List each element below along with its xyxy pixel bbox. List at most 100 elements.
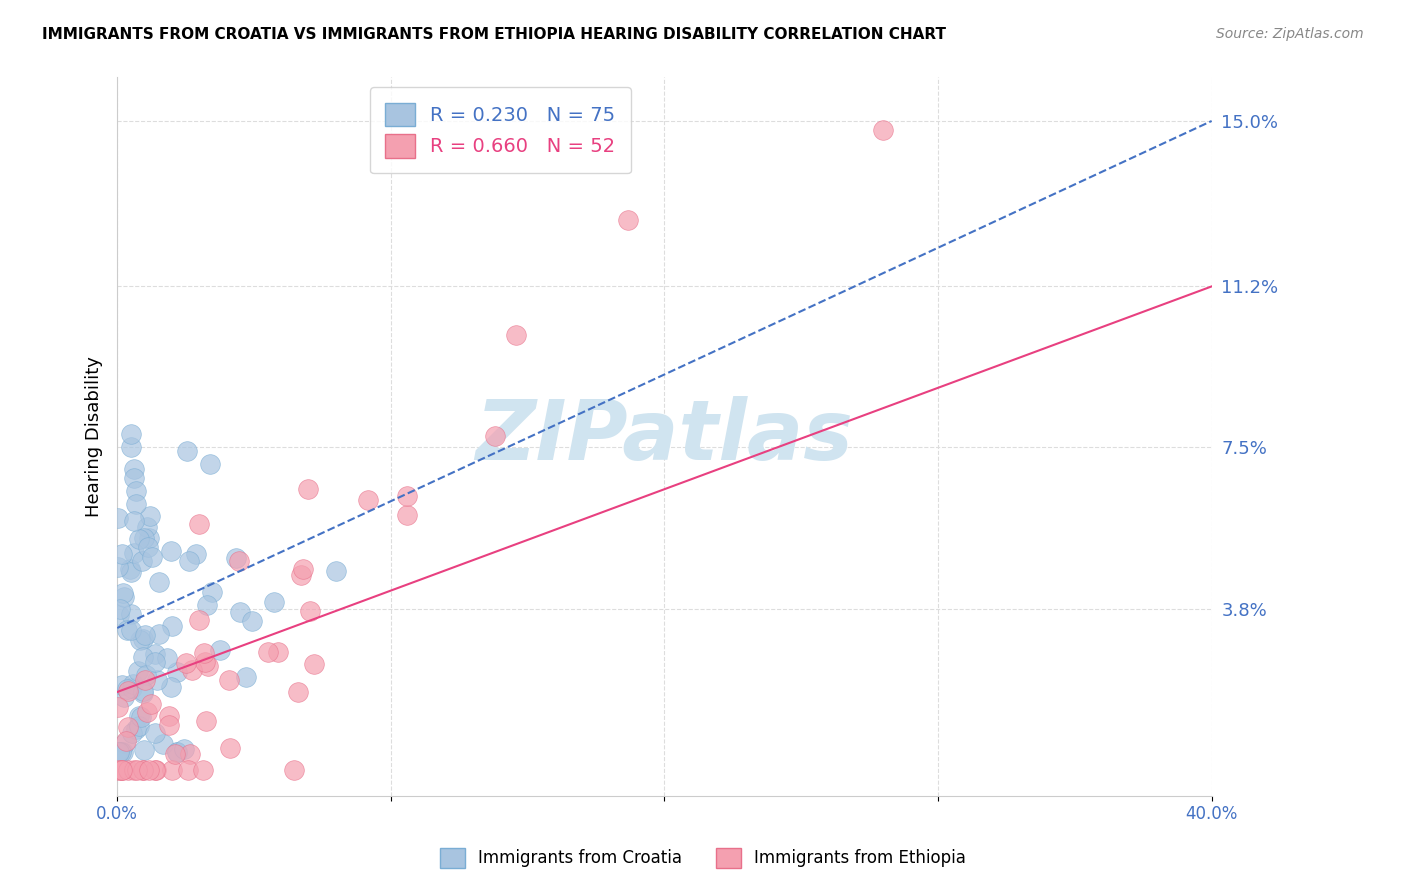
- Point: [134, 531, 156, 545]
- Point: [112, 585, 135, 599]
- Point: [132, 650, 155, 665]
- Point: [135, 705, 157, 719]
- Point: [120, 427, 142, 442]
- Point: [125, 723, 148, 737]
- Point: [290, 567, 312, 582]
- Point: [148, 627, 170, 641]
- Point: [263, 595, 285, 609]
- Point: [177, 763, 200, 777]
- Point: [197, 658, 219, 673]
- Point: [283, 763, 305, 777]
- Point: [122, 515, 145, 529]
- Point: [117, 623, 139, 637]
- Point: [304, 657, 326, 671]
- Point: [138, 531, 160, 545]
- Point: [121, 725, 143, 739]
- Point: [128, 708, 150, 723]
- Point: [122, 471, 145, 485]
- Point: [198, 457, 221, 471]
- Point: [256, 645, 278, 659]
- Point: [112, 590, 135, 604]
- Point: [184, 547, 207, 561]
- Point: [129, 710, 152, 724]
- Point: [143, 763, 166, 777]
- Point: [162, 763, 184, 777]
- Point: [191, 763, 214, 777]
- Point: [187, 516, 209, 531]
- Point: [287, 685, 309, 699]
- Text: Source: ZipAtlas.com: Source: ZipAtlas.com: [1216, 27, 1364, 41]
- Point: [240, 614, 263, 628]
- Point: [134, 628, 156, 642]
- Point: [138, 763, 160, 777]
- Point: [107, 745, 129, 759]
- Point: [105, 745, 128, 759]
- Point: [395, 508, 418, 522]
- Point: [193, 646, 215, 660]
- Point: [157, 708, 180, 723]
- Point: [225, 550, 247, 565]
- Point: [156, 651, 179, 665]
- Point: [115, 681, 138, 696]
- Point: [132, 686, 155, 700]
- Point: [122, 677, 145, 691]
- Point: [194, 714, 217, 728]
- Point: [298, 604, 321, 618]
- Point: [120, 565, 142, 579]
- Point: [229, 605, 252, 619]
- Point: [115, 733, 138, 747]
- Point: [160, 544, 183, 558]
- Point: [219, 740, 242, 755]
- Point: [136, 541, 159, 555]
- Point: [297, 482, 319, 496]
- Point: [127, 664, 149, 678]
- Point: [132, 632, 155, 646]
- Point: [125, 483, 148, 498]
- Point: [180, 663, 202, 677]
- Point: [110, 763, 132, 777]
- Point: [111, 677, 134, 691]
- Point: [136, 520, 159, 534]
- Point: [139, 509, 162, 524]
- Y-axis label: Hearing Disability: Hearing Disability: [86, 356, 103, 517]
- Point: [267, 645, 290, 659]
- Point: [179, 747, 201, 761]
- Point: [107, 745, 129, 759]
- Legend: R = 0.230   N = 75, R = 0.660   N = 52: R = 0.230 N = 75, R = 0.660 N = 52: [370, 87, 631, 174]
- Point: [107, 699, 129, 714]
- Point: [114, 736, 136, 750]
- Point: [111, 547, 134, 561]
- Point: [141, 549, 163, 564]
- Point: [173, 742, 195, 756]
- Point: [291, 562, 314, 576]
- Point: [131, 554, 153, 568]
- Point: [165, 747, 187, 762]
- Point: [146, 673, 169, 688]
- Point: [139, 697, 162, 711]
- Point: [120, 441, 142, 455]
- Point: [166, 665, 188, 679]
- Point: [174, 656, 197, 670]
- Point: [325, 564, 347, 578]
- Point: [143, 655, 166, 669]
- Point: [117, 720, 139, 734]
- Point: [194, 655, 217, 669]
- Point: [135, 668, 157, 682]
- Point: [122, 546, 145, 560]
- Point: [111, 763, 134, 777]
- Point: [125, 497, 148, 511]
- Point: [148, 574, 170, 589]
- Point: [145, 763, 167, 777]
- Point: [152, 738, 174, 752]
- Point: [160, 680, 183, 694]
- Text: IMMIGRANTS FROM CROATIA VS IMMIGRANTS FROM ETHIOPIA HEARING DISABILITY CORRELATI: IMMIGRANTS FROM CROATIA VS IMMIGRANTS FR…: [42, 27, 946, 42]
- Point: [162, 619, 184, 633]
- Point: [107, 763, 129, 777]
- Point: [617, 213, 640, 227]
- Point: [120, 607, 142, 621]
- Point: [134, 673, 156, 687]
- Point: [235, 670, 257, 684]
- Point: [505, 327, 527, 342]
- Point: [128, 532, 150, 546]
- Point: [108, 745, 131, 759]
